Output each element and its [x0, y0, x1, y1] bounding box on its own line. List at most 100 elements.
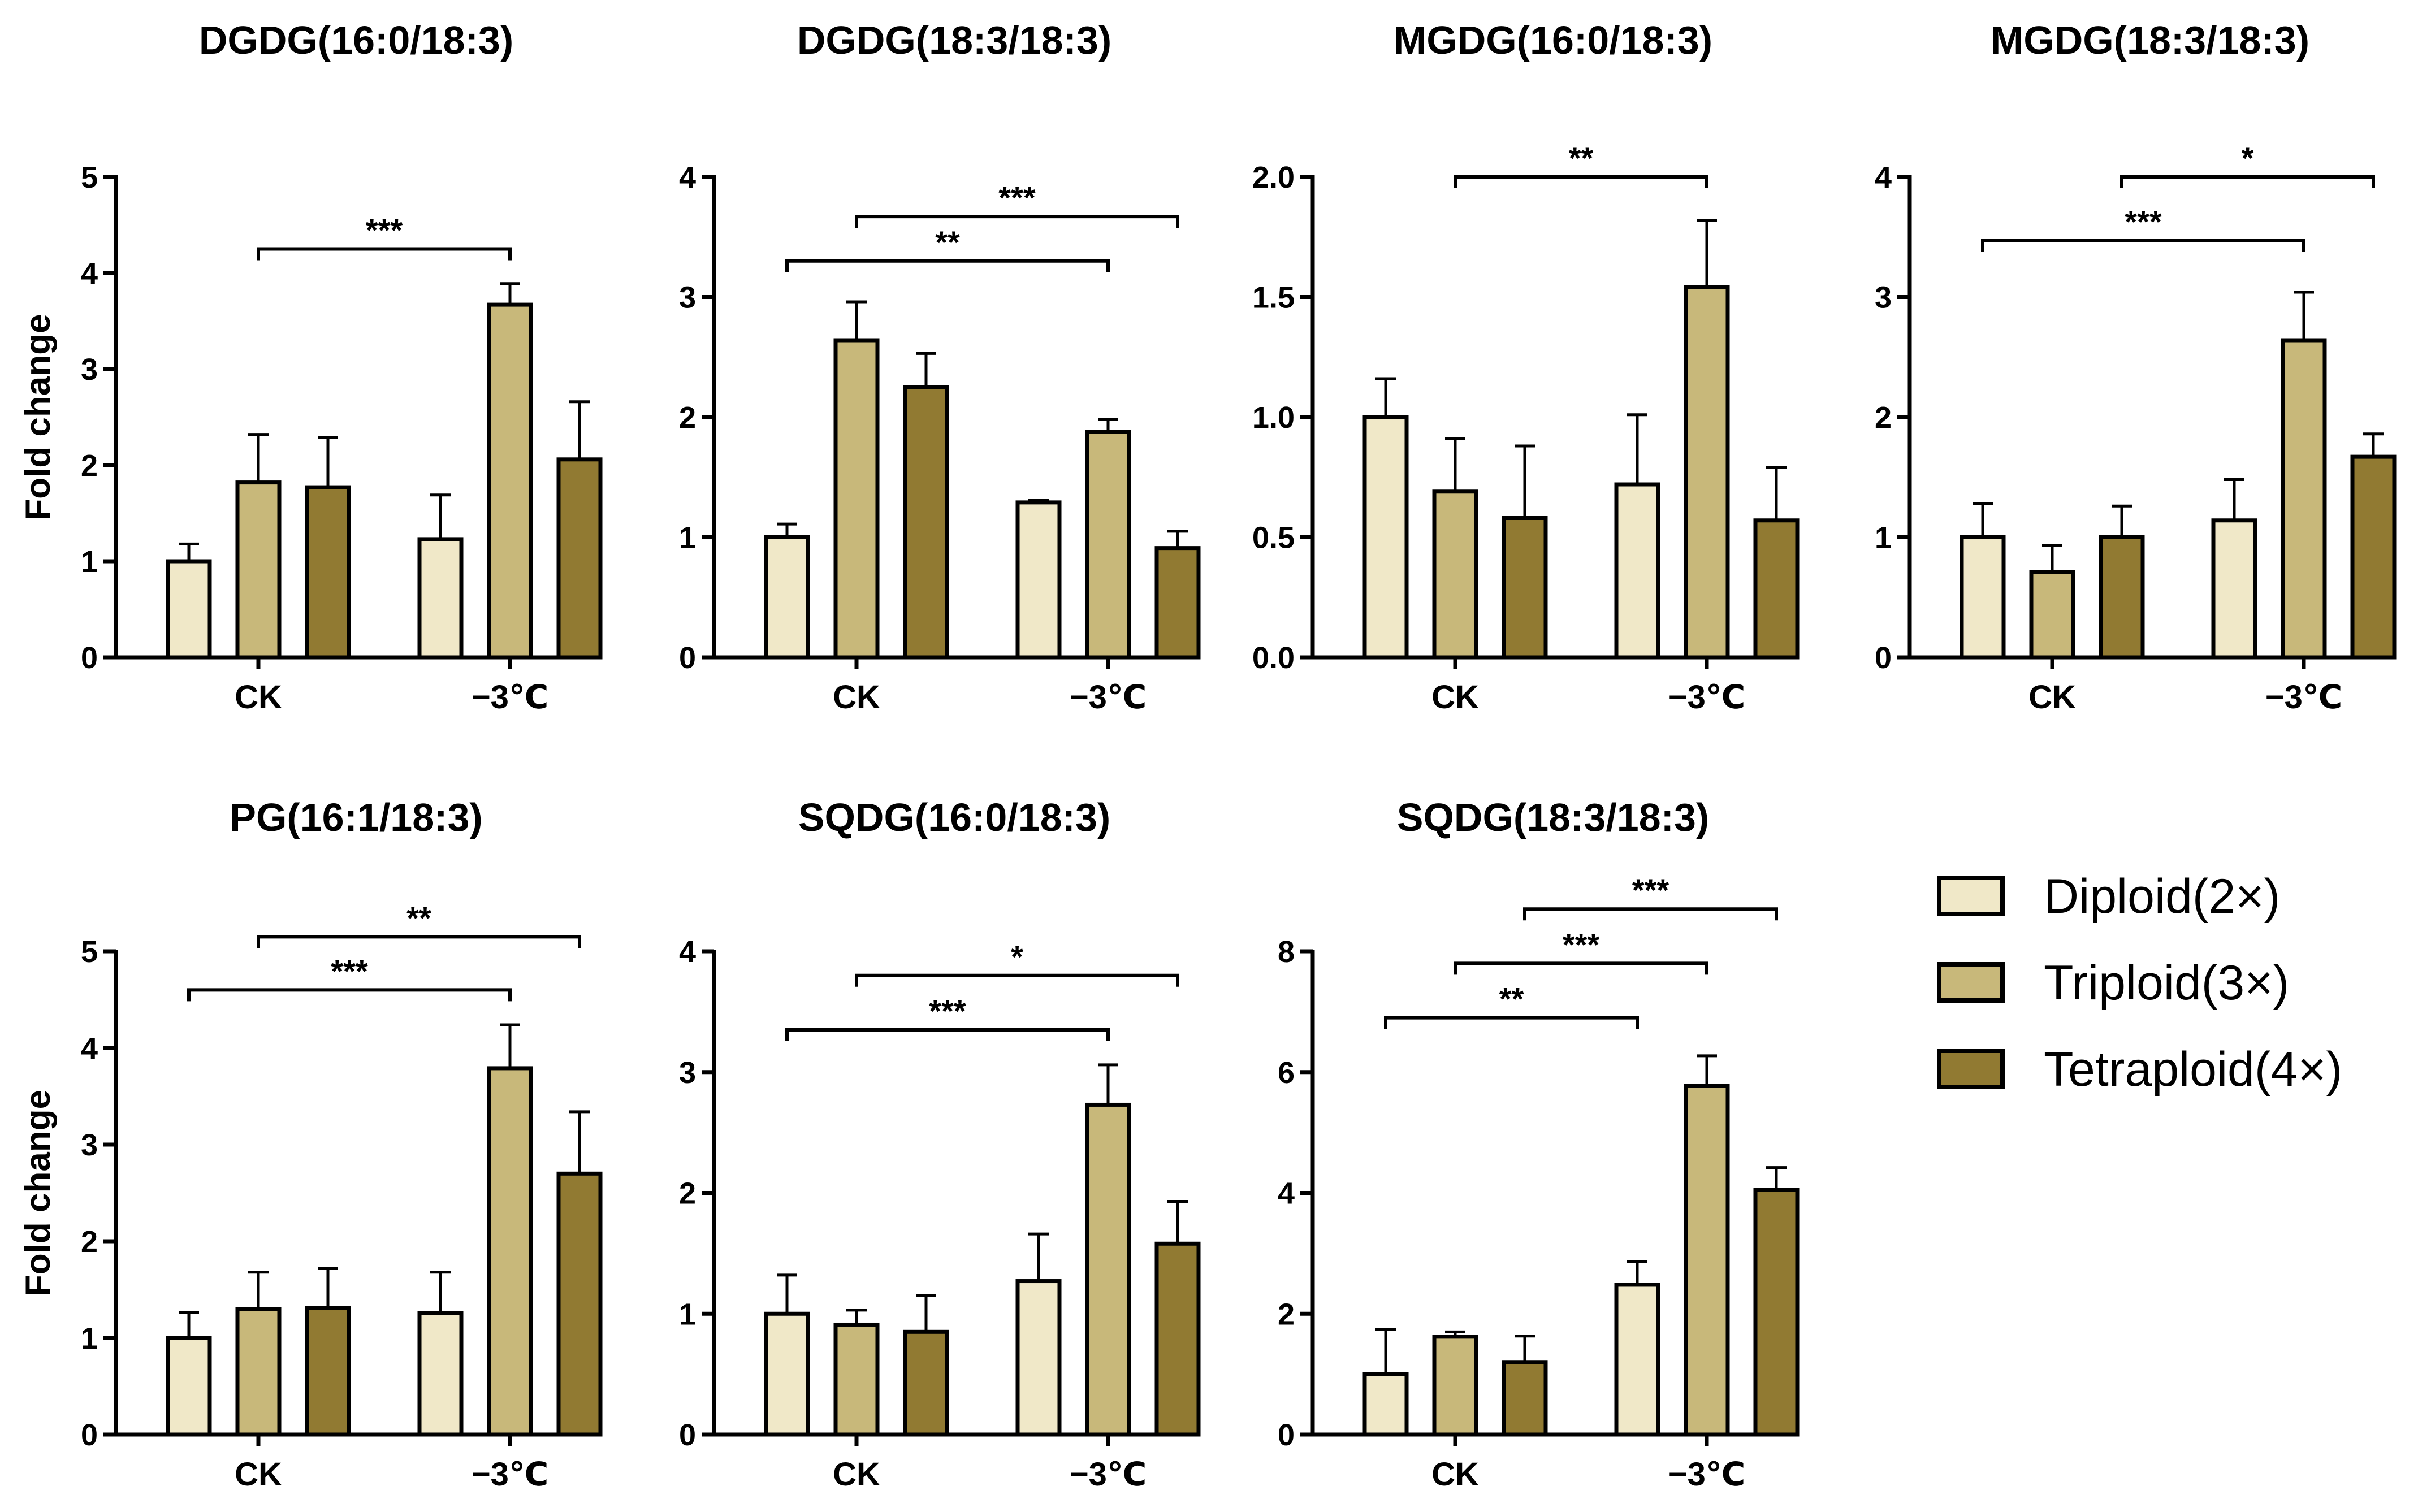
bar — [1015, 1279, 1062, 1437]
y-tick-label: 4 — [1875, 161, 1892, 194]
bar — [1362, 415, 1409, 660]
y-tick-label: 0 — [81, 641, 98, 675]
y-tick-label: 5 — [81, 935, 98, 969]
y-tick-label: 1 — [1875, 521, 1892, 555]
bar — [764, 1311, 810, 1437]
bar — [305, 1306, 351, 1437]
x-tick-label: CK — [1431, 679, 1479, 716]
y-tick-label: 4 — [1278, 1177, 1295, 1211]
significance-label: *** — [2125, 204, 2162, 240]
y-tick-label: 2 — [1278, 1297, 1295, 1331]
y-tick-label: 4 — [679, 161, 696, 194]
y-tick-label: 3 — [679, 281, 696, 315]
significance-bracket — [187, 988, 512, 1002]
bar — [1684, 1084, 1730, 1437]
bar — [556, 1171, 603, 1437]
y-tick-label: 2 — [679, 401, 696, 435]
y-axis-label: Fold change — [19, 1090, 58, 1296]
significance-bracket — [1384, 1016, 1639, 1029]
bar — [1154, 1241, 1201, 1437]
significance-bracket — [2120, 175, 2375, 188]
bar — [1502, 1360, 1548, 1437]
y-tick-label: 0 — [81, 1418, 98, 1452]
bar — [1085, 1102, 1131, 1437]
bar — [1362, 1372, 1409, 1437]
y-tick-label: 2 — [1875, 401, 1892, 435]
bar — [903, 385, 949, 660]
significance-label: ** — [1499, 981, 1524, 1017]
chart-title: PG(16:1/18:3) — [230, 795, 482, 839]
y-tick-label: 3 — [81, 1128, 98, 1162]
significance-bracket — [1523, 907, 1778, 921]
y-tick-label: 1 — [679, 521, 696, 555]
y-tick-label: 0 — [1875, 641, 1892, 675]
significance-label: ** — [1569, 140, 1594, 176]
bar — [2029, 570, 2075, 660]
significance-bracket — [785, 1028, 1110, 1041]
significance-label: * — [1011, 939, 1023, 974]
significance-label: ** — [406, 900, 431, 935]
y-tick-label: 2 — [679, 1177, 696, 1211]
chart-panel: DGDG(16:0/18:3) Fold change 0 1 2 3 4 5 CK −3℃ *** — [19, 18, 603, 716]
y-tick-label: 1 — [81, 545, 98, 579]
bar — [1684, 285, 1730, 660]
legend-swatch — [1937, 1049, 2005, 1089]
y-tick-label: 0 — [679, 1418, 696, 1452]
y-tick-label: 0.5 — [1252, 521, 1295, 555]
chart-title: SQDG(18:3/18:3) — [1397, 795, 1709, 839]
significance-bracket — [257, 247, 512, 261]
bar — [1614, 482, 1660, 660]
chart-title: MGDG(18:3/18:3) — [1991, 18, 2309, 62]
y-tick-label: 4 — [81, 1032, 98, 1065]
chart-title: MGDG(16:0/18:3) — [1394, 18, 1712, 62]
x-tick-label: CK — [833, 679, 880, 716]
bar — [166, 559, 212, 660]
significance-bracket — [855, 215, 1179, 228]
significance-bracket — [1454, 961, 1708, 975]
y-tick-label: 2.0 — [1252, 161, 1295, 194]
bar — [1960, 535, 2006, 660]
x-tick-label: CK — [235, 679, 282, 716]
y-tick-label: 1 — [81, 1322, 98, 1355]
significance-label: *** — [331, 953, 368, 989]
significance-bracket — [785, 259, 1110, 272]
y-tick-label: 2 — [81, 1225, 98, 1259]
legend-label: Tetraploid(4×) — [2044, 1042, 2342, 1097]
chart-title: DGDG(16:0/18:3) — [199, 18, 513, 62]
x-tick-label: −3℃ — [2265, 679, 2342, 716]
y-tick-label: 4 — [679, 935, 696, 969]
x-tick-label: CK — [235, 1456, 282, 1493]
chart-panel: MGDG(16:0/18:3) 0.0 0.5 1.0 1.5 2.0 CK −3℃ ** — [1252, 18, 1800, 716]
bar — [833, 1322, 880, 1437]
x-tick-label: −3℃ — [1070, 679, 1147, 716]
bar — [1015, 500, 1062, 660]
bar — [2281, 338, 2327, 660]
y-tick-label: 0.0 — [1252, 641, 1295, 675]
significance-label: * — [2242, 140, 2254, 176]
x-tick-label: CK — [1431, 1456, 1479, 1493]
significance-label: *** — [1632, 872, 1669, 908]
x-tick-label: −3℃ — [472, 1456, 548, 1493]
significance-bracket — [1981, 239, 2305, 252]
bar — [2099, 535, 2145, 660]
y-tick-label: 4 — [81, 257, 98, 291]
bar — [1154, 546, 1201, 660]
significance-bracket — [257, 935, 581, 948]
x-tick-label: −3℃ — [1668, 1456, 1745, 1493]
bar — [166, 1336, 212, 1437]
y-tick-label: 5 — [81, 161, 98, 194]
bar — [2211, 518, 2257, 660]
legend: Diploid(2×) Triploid(3×) Tetraploid(4×) — [1937, 869, 2342, 1097]
significance-label: *** — [929, 993, 966, 1029]
y-tick-label: 3 — [679, 1056, 696, 1090]
bar — [305, 485, 351, 660]
bar — [487, 302, 533, 660]
y-tick-label: 1 — [679, 1297, 696, 1331]
bar — [235, 1307, 282, 1437]
